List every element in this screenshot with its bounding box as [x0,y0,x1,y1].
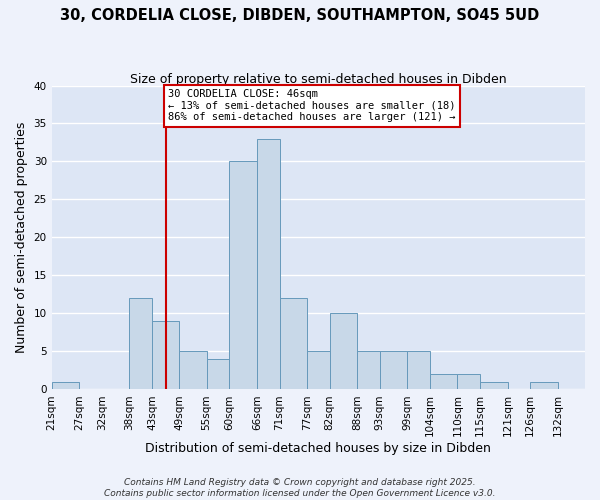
Y-axis label: Number of semi-detached properties: Number of semi-detached properties [15,122,28,353]
Bar [480,382,508,390]
Bar [380,352,407,390]
Bar [330,314,357,390]
Bar [357,352,380,390]
Bar [457,374,480,390]
Bar [430,374,457,390]
Text: 30, CORDELIA CLOSE, DIBDEN, SOUTHAMPTON, SO45 5UD: 30, CORDELIA CLOSE, DIBDEN, SOUTHAMPTON,… [61,8,539,22]
Bar [206,359,229,390]
Bar [52,382,79,390]
Bar [152,321,179,390]
X-axis label: Distribution of semi-detached houses by size in Dibden: Distribution of semi-detached houses by … [145,442,491,455]
Bar [307,352,330,390]
Bar [407,352,430,390]
Bar [179,352,206,390]
Bar [129,298,152,390]
Text: Contains HM Land Registry data © Crown copyright and database right 2025.
Contai: Contains HM Land Registry data © Crown c… [104,478,496,498]
Bar [280,298,307,390]
Title: Size of property relative to semi-detached houses in Dibden: Size of property relative to semi-detach… [130,72,506,86]
Bar [229,162,257,390]
Text: 30 CORDELIA CLOSE: 46sqm
← 13% of semi-detached houses are smaller (18)
86% of s: 30 CORDELIA CLOSE: 46sqm ← 13% of semi-d… [168,90,455,122]
Bar [257,138,280,390]
Bar [530,382,557,390]
